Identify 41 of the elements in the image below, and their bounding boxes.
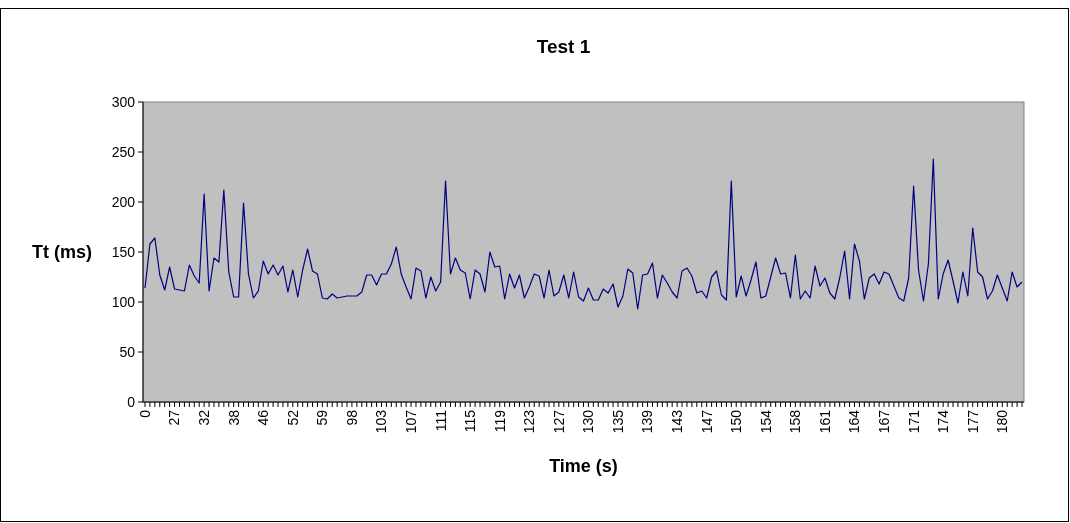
x-tick-label: 143 — [669, 409, 686, 434]
x-tick-label: 119 — [491, 409, 508, 433]
x-tick-label: 123 — [521, 409, 538, 434]
x-tick-label: 177 — [964, 409, 981, 434]
x-tick-label: 174 — [935, 409, 952, 434]
x-tick-label: 180 — [994, 409, 1011, 434]
y-tick-label: 50 — [119, 343, 136, 360]
x-tick-label: 150 — [728, 409, 745, 434]
x-tick-label: 171 — [905, 409, 922, 434]
x-tick-label: 52 — [284, 409, 301, 426]
x-tick-label: 111 — [432, 409, 449, 432]
y-axis-title: Tt (ms) — [32, 242, 92, 263]
y-tick-label: 0 — [127, 393, 136, 410]
x-tick-label: 103 — [373, 409, 390, 434]
x-tick-label: 139 — [639, 409, 656, 434]
x-tick-label: 27 — [166, 409, 183, 426]
x-tick-label: 98 — [343, 409, 360, 426]
y-tick-label: 150 — [111, 243, 136, 260]
chart-title: Test 1 — [536, 36, 591, 57]
x-tick-label: 135 — [609, 409, 626, 434]
x-tick-label: 59 — [314, 409, 331, 426]
x-tick-label: 164 — [846, 409, 863, 434]
x-tick-label: 46 — [255, 409, 272, 426]
x-tick-label: 147 — [698, 409, 715, 434]
x-tick-label: 115 — [462, 409, 479, 433]
y-tick-label: 200 — [111, 193, 136, 210]
x-tick-label: 158 — [787, 409, 804, 434]
y-tick-label: 300 — [111, 93, 136, 110]
x-axis-title: Time (s) — [549, 456, 618, 476]
y-tick-label: 250 — [111, 143, 136, 160]
x-tick-label: 0 — [136, 409, 153, 418]
x-tick-label: 107 — [402, 409, 419, 434]
line-series — [144, 158, 1023, 310]
x-tick-label: 154 — [757, 409, 774, 434]
x-tick-label: 32 — [196, 409, 213, 426]
x-tick-label: 130 — [580, 409, 597, 434]
x-tick-label: 167 — [875, 409, 892, 434]
x-tick-label: 127 — [550, 409, 567, 434]
x-tick-label: 38 — [225, 409, 242, 426]
y-tick-label: 100 — [111, 293, 136, 310]
x-tick-label: 161 — [816, 409, 833, 434]
